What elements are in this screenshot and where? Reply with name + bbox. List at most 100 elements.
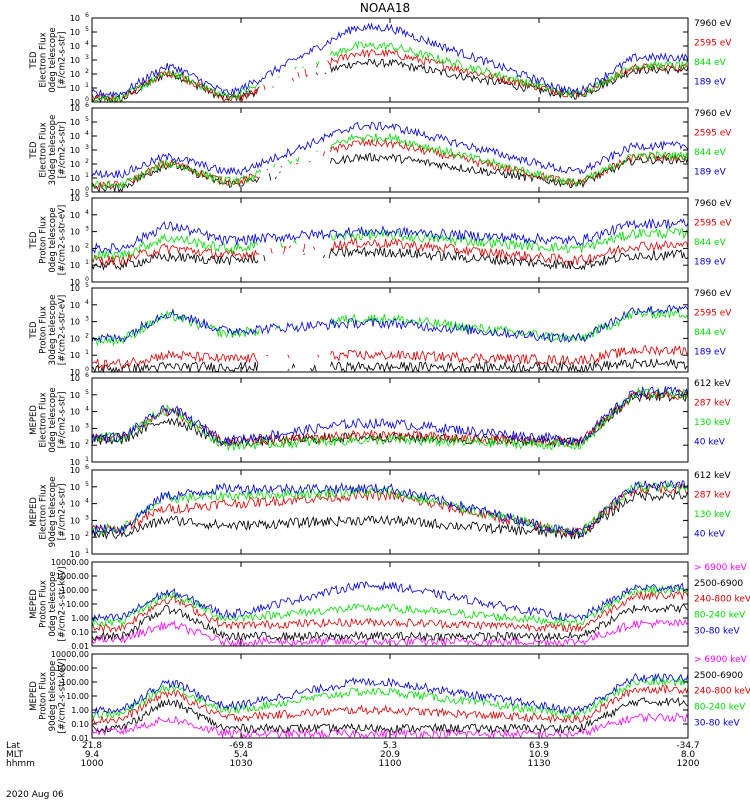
panel-frame	[91, 197, 689, 283]
y-axis-label-line: [#/cm2-s-str-keV]	[58, 567, 68, 642]
y-tick-label: 10	[70, 334, 80, 343]
y-tick-exponent: 1	[85, 259, 89, 266]
y-tick-label: 0.01	[71, 734, 89, 743]
y-tick-exponent: 4	[85, 406, 89, 413]
y-axis-label: TEDProton Flux30deg telescope[#/cm2-s-st…	[29, 295, 68, 366]
x-tick-label: 8.0	[681, 750, 696, 760]
y-tick-label: 10	[70, 533, 80, 542]
y-tick-label: 10	[70, 228, 80, 237]
y-tick-exponent: 0	[85, 186, 89, 193]
y-tick-label: 10	[70, 42, 80, 51]
y-tick-label: 10000.00	[51, 650, 89, 659]
y-tick-label: 10	[70, 244, 80, 253]
y-tick-exponent: 4	[85, 130, 89, 137]
y-tick-label: 10	[70, 146, 80, 155]
y-tick-label: 10	[70, 160, 80, 169]
legend-entry: 844 eV	[694, 148, 727, 158]
y-tick-exponent: 4	[85, 299, 89, 306]
legend-entry: 2500-6900	[694, 671, 743, 681]
x-tick-label: 1200	[677, 759, 700, 769]
legend-entry: 7960 eV	[694, 19, 732, 29]
x-tick-label: 1000	[81, 759, 104, 769]
y-tick-label: 10	[70, 483, 80, 492]
x-tick-label: 1030	[230, 759, 253, 769]
y-tick-label: 10	[70, 194, 80, 203]
y-tick-exponent: 3	[85, 144, 89, 151]
legend-entry: 30-80 keV	[694, 626, 740, 636]
x-tick-label: 20.9	[380, 750, 400, 760]
y-tick-exponent: 3	[85, 514, 89, 521]
legend-entry: 2595 eV	[694, 309, 732, 319]
legend-entry: 80-240 keV	[694, 703, 746, 713]
series-3-line	[91, 591, 689, 634]
legend-entry: 2595 eV	[694, 219, 732, 229]
y-axis-label-line: 30deg telescope	[48, 295, 58, 366]
y-tick-label: 10	[70, 516, 80, 525]
x-tick-label: 1100	[379, 759, 402, 769]
panel-1: 10 0 10 1 10 2 10 3 10 4 10 5 10 6 TEDElectron Flux0de…	[29, 12, 732, 107]
legend-entry: 130 keV	[694, 510, 731, 520]
y-tick-label: 10	[70, 408, 80, 417]
series-2-line	[91, 344, 689, 371]
y-tick-exponent: 0	[85, 96, 89, 103]
date-label: 2020 Aug 06	[6, 790, 64, 800]
legend-entry: 844 eV	[694, 328, 727, 338]
y-tick-label: 10	[70, 550, 80, 559]
series-1-line	[91, 618, 689, 648]
legend-entry: 2595 eV	[694, 129, 732, 139]
legend-entry: 30-80 keV	[694, 718, 740, 728]
x-tick-label: 5.3	[383, 741, 397, 751]
legend-entry: 287 keV	[694, 491, 731, 501]
legend-entry: 40 keV	[694, 438, 726, 448]
y-tick-label: 10	[70, 188, 80, 197]
series-2-line	[91, 603, 689, 642]
y-tick-exponent: 0	[85, 366, 89, 373]
y-tick-label: 10	[70, 278, 80, 287]
legend-entry: 189 eV	[694, 258, 727, 268]
y-axis-label-line: MEPED	[29, 589, 39, 619]
y-tick-exponent: 5	[85, 26, 89, 33]
y-tick-label: 10	[70, 70, 80, 79]
y-axis-label: MEPEDElectron Flux90deg telescope[#/cm2-…	[29, 477, 68, 548]
panel-2: 10 0 10 1 10 2 10 3 10 4 10 5 10 6 TEDElectron Flux30d…	[29, 102, 732, 197]
y-tick-exponent: 3	[85, 226, 89, 233]
series-3-line	[91, 133, 689, 190]
series-3-line	[91, 307, 689, 347]
y-axis-label-line: MEPED	[29, 681, 39, 711]
x-tick-label: 63.9	[529, 741, 549, 751]
y-tick-label: 10	[70, 351, 80, 360]
y-tick-label: 10	[70, 424, 80, 433]
legend-entry: 240-800 keV	[694, 595, 750, 605]
legend-entry: 7960 eV	[694, 199, 732, 209]
series-4-line	[91, 584, 689, 628]
y-axis-label-line: Electron Flux	[39, 122, 49, 177]
series-1-line	[91, 58, 689, 104]
y-axis-label: MEPEDProton Flux90deg telescope[#/cm2-s-…	[29, 659, 68, 734]
y-tick-label: 10	[70, 500, 80, 509]
y-tick-exponent: 6	[85, 12, 89, 19]
y-axis-label-line: Proton Flux	[39, 216, 49, 264]
y-axis-label-line: [#/cm2-s-str]	[58, 392, 68, 449]
legend-entry: 130 keV	[694, 418, 731, 428]
y-tick-label: 1000.00	[56, 572, 89, 581]
y-tick-label: 10	[70, 261, 80, 270]
panel-4: 10 0 10 1 10 2 10 3 10 4 10 5 TEDProton Flux30deg te…	[29, 282, 732, 377]
y-tick-label: 10	[70, 56, 80, 65]
y-tick-label: 1.00	[71, 614, 89, 623]
panel-frame	[91, 377, 689, 463]
x-tick-label: 9.4	[85, 750, 100, 760]
y-tick-label: 10	[70, 368, 80, 377]
y-tick-label: 10	[70, 118, 80, 127]
legend-entry: 2500-6900	[694, 579, 743, 589]
series-1-line	[91, 358, 689, 374]
y-tick-exponent: 2	[85, 158, 89, 165]
panel-frame	[91, 107, 689, 193]
y-tick-exponent: 2	[85, 439, 89, 446]
series-4-line	[91, 121, 689, 179]
x-tick-label: -69.8	[229, 741, 253, 751]
panel-6: 10 1 10 2 10 3 10 4 10 5 10 6 MEPEDElectron Flux90de…	[29, 464, 731, 559]
legend-entry: 189 eV	[694, 78, 727, 88]
y-axis-label-line: 90deg telescope	[48, 661, 58, 732]
